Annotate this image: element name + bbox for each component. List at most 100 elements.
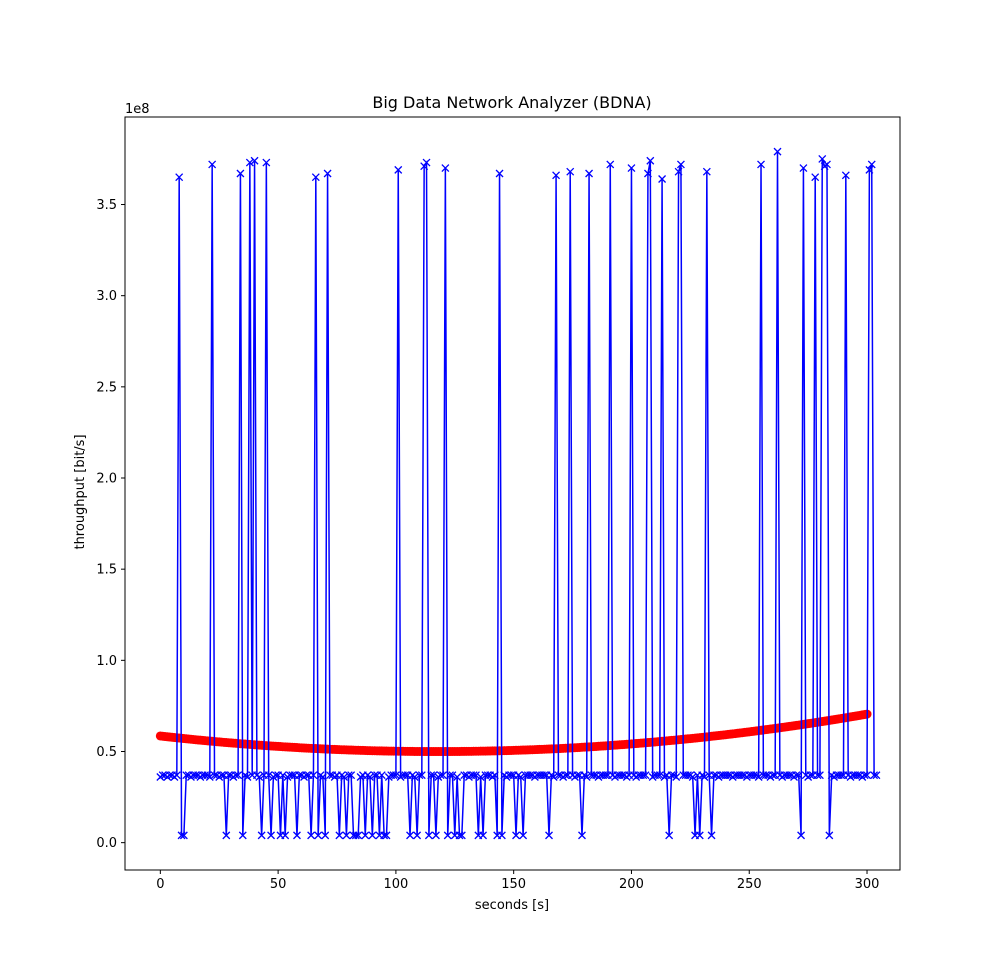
blue-x-marker: [420, 162, 429, 171]
blue-x-marker: [841, 171, 850, 180]
blue-x-marker: [627, 164, 636, 173]
blue-x-marker: [469, 771, 478, 780]
blue-x-marker: [446, 771, 455, 780]
blue-x-marker: [641, 771, 650, 780]
blue-x-marker: [676, 160, 685, 169]
blue-x-marker: [264, 771, 273, 780]
blue-x-marker: [224, 771, 233, 780]
plot-area: [155, 147, 881, 840]
chart-title: Big Data Network Analyzer (BDNA): [372, 93, 651, 112]
blue-x-marker: [863, 771, 871, 780]
blue-x-marker: [293, 831, 301, 840]
blue-x-marker: [361, 831, 370, 840]
blue-x-marker: [653, 771, 662, 780]
blue-x-marker: [179, 831, 188, 840]
blue-x-marker: [205, 773, 214, 781]
blue-x-marker: [351, 831, 360, 840]
blue-x-marker: [601, 771, 610, 780]
blue-x-marker: [448, 771, 457, 780]
blue-x-marker: [424, 831, 433, 840]
blue-x-marker: [460, 771, 469, 780]
x-tick-label: 200: [619, 877, 644, 892]
blue-x-marker: [860, 771, 869, 780]
blue-x-marker: [639, 771, 648, 780]
blue-x-marker: [479, 831, 488, 840]
blue-x-marker: [472, 771, 480, 780]
blue-x-marker: [323, 169, 332, 178]
blue-x-marker: [368, 831, 377, 840]
blue-x-marker: [436, 771, 445, 780]
blue-x-marker: [231, 771, 240, 780]
blue-x-marker: [413, 831, 422, 840]
blue-x-marker: [512, 831, 520, 840]
blue-x-marker: [837, 771, 846, 780]
blue-x-marker: [422, 158, 431, 167]
blue-x-marker: [453, 773, 462, 781]
blue-x-marker: [554, 771, 563, 780]
blue-x-marker: [709, 771, 718, 780]
blue-x-marker: [674, 167, 683, 176]
blue-x-marker: [380, 831, 389, 840]
blue-x-marker: [585, 169, 594, 178]
blue-x-marker: [646, 156, 655, 165]
blue-x-marker: [165, 771, 174, 780]
blue-x-marker: [578, 831, 586, 840]
blue-x-marker: [549, 773, 558, 781]
blue-x-marker: [295, 771, 304, 780]
blue-x-marker: [561, 771, 570, 780]
blue-x-marker: [417, 771, 426, 780]
blue-x-marker: [243, 773, 252, 781]
blue-x-marker: [335, 831, 344, 840]
blue-x-marker: [643, 169, 652, 178]
blue-x-marker: [443, 831, 452, 840]
blue-x-marker: [255, 773, 264, 781]
blue-x-marker: [234, 771, 243, 780]
blue-x-marker: [302, 771, 311, 780]
blue-x-marker: [497, 831, 506, 840]
blue-x-marker: [761, 771, 770, 780]
blue-x-marker: [867, 160, 876, 169]
blue-x-marker: [441, 164, 450, 173]
blue-x-marker: [825, 831, 834, 840]
y-offset-label: 1e8: [125, 102, 150, 117]
blue-x-marker: [823, 160, 831, 169]
blue-x-marker: [267, 831, 276, 840]
blue-x-marker: [507, 771, 516, 780]
blue-x-marker: [175, 173, 184, 182]
y-tick-label: 0.0: [96, 836, 117, 851]
blue-x-marker: [158, 771, 167, 780]
x-tick-label: 50: [270, 877, 287, 892]
blue-x-marker: [545, 831, 553, 840]
blue-x-marker: [281, 831, 290, 840]
blue-x-marker: [684, 771, 692, 780]
blue-x-marker: [389, 771, 398, 780]
series-blue-line: [156, 147, 881, 840]
y-tick-label: 3.0: [96, 289, 117, 304]
blue-x-marker: [665, 831, 674, 840]
blue-x-marker: [667, 771, 676, 780]
blue-x-marker: [589, 771, 598, 780]
axes-frame: [124, 116, 901, 871]
blue-x-marker: [792, 771, 801, 780]
blue-x-marker: [288, 771, 297, 780]
blue-x-marker: [222, 831, 231, 840]
blue-x-marker: [797, 831, 806, 840]
blue-x-marker: [262, 158, 271, 167]
blue-x-marker: [307, 831, 316, 840]
blue-x-marker: [573, 771, 582, 780]
blue-x-marker: [439, 771, 447, 780]
blue-x-marker: [552, 171, 561, 180]
series-red-dots: [155, 709, 872, 757]
blue-x-marker: [495, 169, 504, 178]
blue-x-marker: [773, 147, 782, 156]
blue-x-marker: [754, 773, 763, 781]
x-tick-label: 100: [383, 877, 408, 892]
blue-x-marker: [707, 831, 716, 840]
blue-x-marker: [278, 771, 287, 780]
blue-x-marker: [366, 773, 374, 781]
blue-x-marker: [217, 771, 226, 780]
blue-x-marker: [415, 771, 424, 780]
blue-x-marker: [688, 773, 697, 781]
y-tick-label: 0.5: [96, 745, 117, 760]
blue-x-marker: [354, 831, 363, 840]
